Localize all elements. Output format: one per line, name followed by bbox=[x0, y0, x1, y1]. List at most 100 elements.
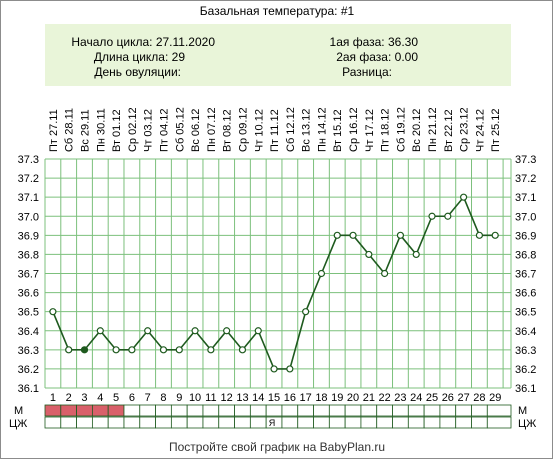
x-tick-label: 14 bbox=[252, 392, 264, 404]
menstruation-cell bbox=[455, 404, 472, 417]
x-tick-label: 9 bbox=[176, 392, 182, 404]
y-tick-label-right: 36.5 bbox=[515, 307, 536, 319]
chart-title: Базальная температура: #1 bbox=[199, 4, 355, 18]
date-label: Сб 05.12 bbox=[174, 107, 186, 152]
menstruation-cell bbox=[155, 404, 172, 417]
temperature-point bbox=[65, 346, 73, 354]
ovulation-day: День овуляции: bbox=[94, 65, 181, 79]
menstruation-cell bbox=[486, 404, 512, 417]
temperature-point bbox=[80, 346, 89, 354]
temperature-point bbox=[365, 250, 373, 259]
cervical-mucus-cell bbox=[202, 416, 220, 429]
cervical-mucus-cell bbox=[139, 416, 156, 429]
menstruation-cell bbox=[170, 404, 188, 417]
temperature-point bbox=[396, 231, 405, 239]
x-tick-label: 25 bbox=[426, 392, 438, 404]
temperature-line bbox=[52, 195, 496, 370]
cervical-mucus-cell bbox=[313, 416, 330, 429]
menstruation-cell bbox=[123, 404, 141, 417]
x-tick-labels: 1 2 3 4 5 6 7 8 9 10 11 12 13 14 15 16 17 18 19 20 21 22 23 24 2… bbox=[50, 392, 501, 404]
y-tick-label-left: 36.4 bbox=[18, 326, 39, 338]
date-label: Чт 24.12 bbox=[474, 109, 486, 152]
cervical-mucus-cell bbox=[186, 416, 204, 429]
date-label: Вс 29.11 bbox=[79, 109, 91, 152]
x-tick-label: 10 bbox=[189, 392, 201, 404]
cycle-info-panel: Начало цикла: 27.11.2020 Длина цикла: 29… bbox=[45, 24, 511, 86]
date-label: Ср 02.12 bbox=[127, 107, 139, 152]
temperature-point bbox=[49, 308, 57, 316]
date-label: Сб 19.12 bbox=[395, 107, 407, 152]
row-label-cm-left: ЦЖ bbox=[9, 418, 27, 430]
temperature-series bbox=[49, 193, 499, 373]
date-label: Вт 15.12 bbox=[332, 109, 344, 152]
x-tick-label: 29 bbox=[489, 392, 501, 404]
temperature-point bbox=[381, 269, 389, 278]
x-tick-label: 11 bbox=[205, 392, 216, 404]
menstruation-cell bbox=[76, 404, 93, 417]
x-tick-label: 20 bbox=[347, 392, 359, 404]
x-tick-label: 19 bbox=[331, 392, 343, 404]
cervical-mucus-cell bbox=[344, 416, 362, 429]
cervical-mucus-cell bbox=[218, 416, 235, 429]
y-tick-label-left: 36.9 bbox=[18, 230, 39, 242]
x-tick-label: 26 bbox=[442, 392, 454, 404]
temperature-point bbox=[349, 231, 357, 239]
marks-rows: М МЦЖ ЦЖЯ bbox=[9, 404, 536, 430]
menstruation-cell bbox=[423, 404, 441, 417]
cervical-mucus-cell bbox=[392, 416, 409, 429]
date-label: Вт 22.12 bbox=[443, 109, 455, 152]
date-label: Ср 23.12 bbox=[459, 107, 471, 152]
y-tick-label-right: 36.6 bbox=[515, 288, 536, 300]
x-tick-label: 27 bbox=[457, 392, 469, 404]
menstruation-cell bbox=[376, 404, 393, 417]
y-tick-label-right: 36.8 bbox=[515, 249, 536, 261]
row-label-m-right: М bbox=[518, 405, 527, 417]
x-tick-label: 13 bbox=[236, 392, 248, 404]
cycle-length: Длина цикла: 29 bbox=[93, 50, 185, 64]
temperature-point bbox=[491, 231, 499, 239]
x-tick-label: 17 bbox=[300, 392, 312, 404]
cervical-mucus-cell bbox=[328, 416, 346, 429]
x-tick-label: 8 bbox=[160, 392, 166, 404]
date-label: Вт 08.12 bbox=[222, 109, 234, 152]
y-tick-label-left: 36.1 bbox=[18, 383, 39, 395]
x-tick-label: 15 bbox=[268, 392, 280, 404]
x-tick-label: 3 bbox=[81, 392, 87, 404]
x-tick-label: 2 bbox=[66, 392, 72, 404]
menstruation-cell bbox=[313, 404, 330, 417]
cervical-mucus-cell bbox=[423, 416, 441, 429]
date-label: Пн 21.12 bbox=[427, 107, 439, 152]
cervical-mucus-cell bbox=[91, 416, 109, 429]
temperature-point bbox=[317, 269, 326, 278]
date-label: Чт 17.12 bbox=[364, 109, 376, 152]
footer-credit: Постройте свой график на BabyPlan.ru bbox=[168, 440, 386, 454]
y-tick-label-right: 36.1 bbox=[515, 383, 536, 395]
x-tick-label: 7 bbox=[145, 392, 151, 404]
phase1-average: 1ая фаза: 36.30 bbox=[329, 35, 418, 49]
y-tick-label-right: 37.3 bbox=[515, 154, 536, 166]
temperature-point bbox=[333, 231, 341, 239]
temperature-point bbox=[238, 346, 247, 354]
x-tick-label: 22 bbox=[379, 392, 391, 404]
y-tick-label-left: 36.3 bbox=[18, 345, 39, 357]
date-label: Пт 11.12 bbox=[269, 109, 281, 152]
grid bbox=[44, 158, 512, 389]
row-label-m-left: М bbox=[14, 405, 23, 417]
y-tick-label-left: 37.3 bbox=[18, 154, 39, 166]
date-label: Ср 09.12 bbox=[237, 107, 249, 152]
x-tick-label: 5 bbox=[113, 392, 119, 404]
cervical-mucus-cell bbox=[107, 416, 125, 429]
cervical-mucus-cell bbox=[234, 416, 251, 429]
menstruation-cell bbox=[91, 404, 109, 417]
temperature-point bbox=[223, 327, 231, 335]
cervical-mucus-cell bbox=[155, 416, 172, 429]
x-tick-label: 16 bbox=[284, 392, 296, 404]
y-tick-label-right: 37.2 bbox=[515, 173, 536, 185]
date-label: Пн 30.11 bbox=[95, 108, 107, 152]
y-tick-label-left: 37.2 bbox=[18, 173, 39, 185]
temperature-point bbox=[191, 327, 199, 335]
y-tick-labels: 36.1 36.1 36.2 36.2 36.3 36.3 36.4 36.4 36.5 36.5… bbox=[18, 154, 537, 395]
x-tick-label: 6 bbox=[129, 392, 135, 404]
cycle-start: Начало цикла: 27.11.2020 bbox=[71, 35, 215, 49]
temperature-point bbox=[302, 308, 310, 316]
